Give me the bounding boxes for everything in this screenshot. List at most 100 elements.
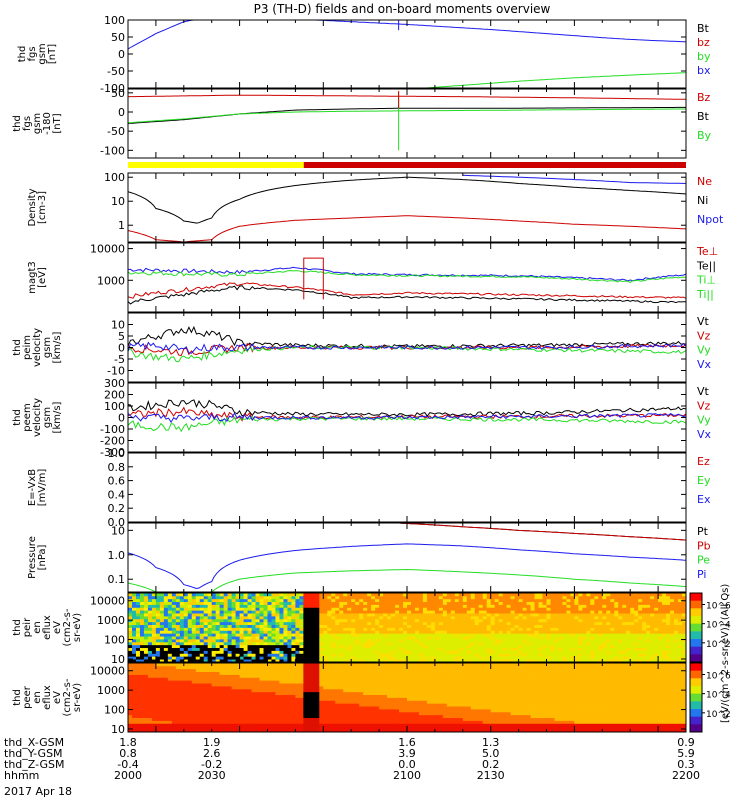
spectrogram-cell xyxy=(259,618,264,623)
spectrogram-cell xyxy=(506,639,512,643)
spectrogram-cell xyxy=(183,683,189,687)
spectrogram-cell xyxy=(259,616,264,620)
spectrogram-cell xyxy=(418,607,424,611)
spectrogram-cell xyxy=(235,686,240,690)
spectrogram-cell xyxy=(227,729,233,733)
spectrogram-cell xyxy=(271,641,276,646)
spectrogram-cell xyxy=(470,613,476,617)
spectrogram-cell xyxy=(331,598,336,603)
spectrogram-cell xyxy=(279,636,284,640)
spectrogram-cell xyxy=(243,641,248,646)
spectrogram-cell xyxy=(606,616,611,620)
spectrogram-cell xyxy=(610,595,615,600)
spectrogram-cell xyxy=(235,656,240,660)
spectrogram-cell xyxy=(606,636,611,640)
spectrogram-cell xyxy=(223,665,229,670)
spectrogram-cell xyxy=(275,618,280,623)
spectrogram-cell xyxy=(474,647,480,651)
spectrogram-cell xyxy=(494,613,500,617)
spectrogram-cell xyxy=(199,709,205,713)
spectrogram-cell xyxy=(570,630,575,634)
spectrogram-cell xyxy=(375,595,380,600)
spectrogram-cell xyxy=(510,633,516,637)
spectrogram-cell xyxy=(179,639,185,643)
spectrogram-cell xyxy=(167,647,173,651)
spectrogram-cell xyxy=(255,644,260,649)
y-axis-label: eflux xyxy=(42,615,53,640)
spectrogram-cell xyxy=(263,709,268,713)
spectrogram-cell xyxy=(626,633,631,637)
spectrogram-cell xyxy=(578,598,583,603)
spectrogram-cell xyxy=(658,607,663,611)
spectrogram-cell xyxy=(271,697,276,701)
spectrogram-cell xyxy=(207,639,213,643)
spectrogram-cell xyxy=(239,694,244,698)
spectrogram-cell xyxy=(634,601,639,605)
spectrogram-cell xyxy=(299,616,304,620)
spectrogram-cell xyxy=(367,630,372,634)
spectrogram-cell xyxy=(223,659,229,663)
spectrogram-cell xyxy=(403,616,408,620)
spectrogram-cell xyxy=(307,636,312,640)
spectrogram-cell xyxy=(155,663,161,667)
spectrogram-cell xyxy=(359,618,364,623)
spectrogram-cell xyxy=(291,674,296,678)
spectrogram-cell xyxy=(187,700,193,704)
spectrogram-cell xyxy=(526,644,531,649)
spectrogram-cell xyxy=(183,686,189,690)
spectrogram-cell xyxy=(187,709,193,713)
spectrogram-cell xyxy=(175,641,181,646)
spectrogram-cell xyxy=(474,616,480,620)
spectrogram-cell xyxy=(175,630,181,634)
spectrogram-cell xyxy=(594,601,599,605)
spectrogram-cell xyxy=(291,714,296,719)
spectrogram-cell xyxy=(223,683,229,687)
spectrogram-cell xyxy=(143,668,149,673)
spectrogram-cell xyxy=(211,706,217,710)
spectrogram-cell xyxy=(251,691,256,696)
spectrogram-cell xyxy=(642,613,647,617)
spectrogram-cell xyxy=(638,644,643,649)
spectrogram-cell xyxy=(518,621,523,626)
spectrogram-cell xyxy=(367,604,372,608)
spectrogram-cell xyxy=(135,636,141,640)
spectrogram-cell xyxy=(267,663,272,667)
spectrogram-cell xyxy=(243,639,248,643)
spectrogram-cell xyxy=(227,621,233,626)
spectrogram-cell xyxy=(171,703,177,707)
spectrogram-cell xyxy=(211,647,217,651)
spectrogram-cell xyxy=(522,647,527,651)
spectrogram-cell xyxy=(139,656,145,660)
spectrogram-cell xyxy=(271,633,276,637)
spectrogram-cell xyxy=(359,639,364,643)
spectrogram-cell xyxy=(315,650,320,654)
spectrogram-cell xyxy=(518,618,523,623)
spectrogram-cell xyxy=(191,616,197,620)
spectrogram-cell xyxy=(351,641,356,646)
spectrogram-cell xyxy=(610,613,615,617)
spectrogram-cell xyxy=(147,703,153,707)
spectrogram-cell xyxy=(147,613,153,617)
spectrogram-cell xyxy=(355,613,360,617)
spectrogram-cell xyxy=(215,668,221,673)
spectrogram-cell xyxy=(195,723,201,727)
spectrogram-cell xyxy=(183,613,189,617)
spectrogram-cell xyxy=(570,633,575,637)
spectrogram-cell xyxy=(199,593,205,597)
spectrogram-cell xyxy=(259,665,264,670)
spectrogram-cell xyxy=(167,729,173,733)
spectrogram-cell xyxy=(367,595,372,600)
spectrogram-cell xyxy=(502,641,508,646)
spectrogram-cell xyxy=(558,598,563,603)
spectrogram-cell xyxy=(295,621,300,626)
spectrogram-cell xyxy=(135,639,141,643)
spectrogram-cell xyxy=(486,598,492,603)
spectrogram-cell xyxy=(159,636,165,640)
spectrogram-cell xyxy=(179,671,185,675)
spectrogram-cell xyxy=(187,726,193,730)
spectrogram-cell xyxy=(498,647,504,651)
spectrogram-cell xyxy=(434,593,440,597)
spectrogram-cell xyxy=(263,726,268,730)
spectrogram-cell xyxy=(618,650,623,654)
spectrogram-cell xyxy=(442,630,448,634)
